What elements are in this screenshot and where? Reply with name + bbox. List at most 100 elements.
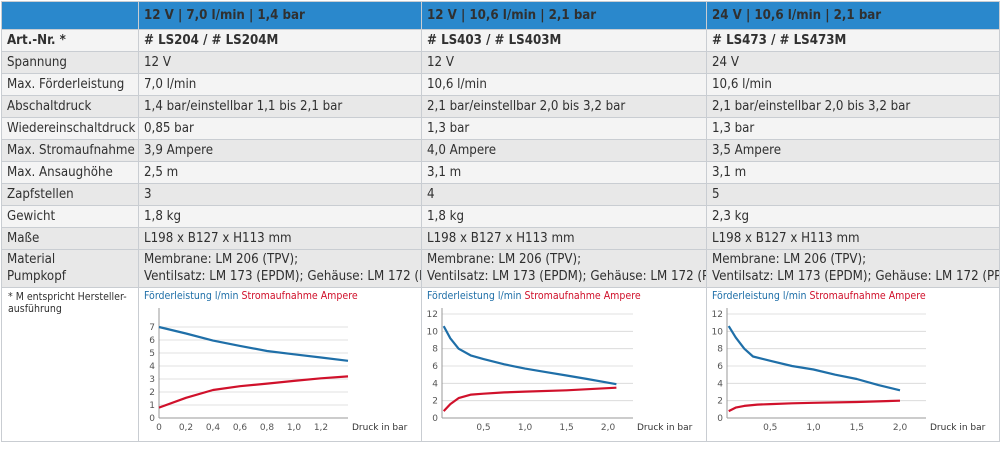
y-tick-label: 6 — [717, 362, 723, 372]
x-axis-label: Druck in bar — [930, 423, 986, 433]
x-tick-label: 0,5 — [476, 423, 490, 433]
chart-2: 2 4 6 8 10 12 0,5 1,0 1,5 2,0 0 Druck in bar Förderl… — [423, 289, 706, 441]
legend-flow: Förderleistung l/min — [144, 290, 239, 302]
chart-svg: 0 1 2 3 4 5 6 7 0 0,2 0,4 0,6 0,8 1,0 1,2 Druck in bar — [149, 308, 408, 433]
cell-value: # LS473 / # LS473M — [706, 29, 1000, 52]
y-tick-label: 8 — [432, 345, 438, 355]
material-line1: Membrane: LM 206 (TPV); — [144, 252, 299, 267]
series-current-line — [442, 386, 617, 412]
y-tick-label: 7 — [149, 323, 155, 333]
cell-value: 12 V — [138, 51, 422, 74]
footnote: * M entspricht Hersteller-ausführung — [8, 291, 127, 315]
header-col-3: 24 V | 10,6 l/min | 2,1 bar — [706, 1, 1000, 30]
chart-1: 0 1 2 3 4 5 6 7 0 0,2 0,4 0,6 0,8 1,0 1,2 Druck in bar F… — [140, 289, 421, 441]
chart-svg: 2 4 6 8 10 12 0,5 1,0 1,5 2,0 0 Druck in bar — [427, 308, 693, 433]
y-tick-label: 6 — [432, 362, 438, 372]
cell-value: 1,3 bar — [421, 117, 707, 140]
row-label: Maße — [1, 227, 139, 250]
cell-value: 10,6 l/min — [421, 73, 707, 96]
cell-value: 24 V — [706, 51, 1000, 74]
x-axis-label: Druck in bar — [637, 423, 693, 433]
cell-value: 4 — [421, 183, 707, 206]
x-tick-label: 1,2 — [314, 423, 328, 433]
cell-value: 10,6 l/min — [706, 73, 1000, 96]
legend-flow: Förderleistung l/min — [427, 290, 522, 302]
y-tick-label: 4 — [432, 379, 438, 389]
chart-svg: 2 4 6 8 10 12 0,5 1,0 1,5 2,0 0 Druck in bar — [712, 308, 986, 433]
cell-value: 12 V — [421, 51, 707, 74]
table-row: Zapfstellen 3 4 5 — [1, 183, 1000, 206]
material-line2: Ventilsatz: LM 173 (EPDM); Gehäuse: LM 1… — [712, 269, 1000, 284]
material-cell: Membrane: LM 206 (TPV); Ventilsatz: LM 17… — [421, 249, 707, 288]
material-line2: Ventilsatz: LM 173 (EPDM); Gehäuse: LM 1… — [427, 269, 707, 284]
cell-value: L198 x B127 x H113 mm — [706, 227, 1000, 250]
row-label: Max. Stromaufnahme — [1, 139, 139, 162]
row-label: Spannung — [1, 51, 139, 74]
x-tick-label: 1,0 — [806, 423, 821, 433]
cell-value: 4,0 Ampere — [421, 139, 707, 162]
x-tick-label: 1,0 — [287, 423, 302, 433]
series-flow-line — [442, 325, 617, 386]
x-tick-label: 0,8 — [260, 423, 275, 433]
cell-value: 3,9 Ampere — [138, 139, 422, 162]
chart-3: 2 4 6 8 10 12 0,5 1,0 1,5 2,0 0 Druck in bar Förderl… — [708, 289, 999, 441]
cell-value: 3,5 Ampere — [706, 139, 1000, 162]
table-row: Wiedereinschaltdruck 0,85 bar 1,3 bar 1,… — [1, 117, 1000, 140]
cell-value: 3 — [138, 183, 422, 206]
x-tick-label: 1,5 — [850, 423, 864, 433]
series-flow-line — [727, 325, 901, 392]
spec-table: 12 V | 7,0 l/min | 1,4 bar 12 V | 10,6 l… — [1, 1, 1000, 442]
y-tick-label: 1 — [149, 401, 155, 411]
footnote-cell: * M entspricht Hersteller-ausführung — [1, 287, 139, 442]
chart-legend: Förderleistung l/min Stromaufnahme Amper… — [144, 290, 358, 302]
series-current-line — [728, 399, 901, 413]
table-row: Gewicht 1,8 kg 1,8 kg 2,3 kg — [1, 205, 1000, 228]
table-row: Abschaltdruck 1,4 bar/einstellbar 1,1 bi… — [1, 95, 1000, 118]
chart-cell-2: 2 4 6 8 10 12 0,5 1,0 1,5 2,0 0 Druck in bar Förderl… — [421, 287, 707, 442]
row-label: Wiedereinschaltdruck — [1, 117, 139, 140]
chart-cell-1: 0 1 2 3 4 5 6 7 0 0,2 0,4 0,6 0,8 1,0 1,2 Druck in bar F… — [138, 287, 422, 442]
material-line1: Membrane: LM 206 (TPV); — [427, 252, 582, 267]
x-tick-label: 2,0 — [601, 423, 616, 433]
y-tick-label: 5 — [149, 349, 155, 359]
y-tick-label: 3 — [149, 375, 155, 385]
table-row: Spannung 12 V 12 V 24 V — [1, 51, 1000, 74]
cell-value: L198 x B127 x H113 mm — [138, 227, 422, 250]
chart-cell-3: 2 4 6 8 10 12 0,5 1,0 1,5 2,0 0 Druck in bar Förderl… — [706, 287, 1000, 442]
chart-legend: Förderleistung l/min Stromaufnahme Amper… — [427, 290, 641, 302]
header-col-1: 12 V | 7,0 l/min | 1,4 bar — [138, 1, 422, 30]
cell-value: 2,3 kg — [706, 205, 1000, 228]
cell-value: 5 — [706, 183, 1000, 206]
cell-value: 1,3 bar — [706, 117, 1000, 140]
table-row: Max. Förderleistung 7,0 l/min 10,6 l/min… — [1, 73, 1000, 96]
y-tick-label: 2 — [432, 397, 438, 407]
x-tick-label: 0,4 — [206, 423, 221, 433]
y-tick-label: 4 — [717, 379, 723, 389]
x-tick-label: 1,0 — [518, 423, 533, 433]
x-tick-label: 2,0 — [893, 423, 908, 433]
material-line2: Ventilsatz: LM 173 (EPDM); Gehäuse: LM 1… — [144, 269, 422, 284]
cell-value: 1,8 kg — [138, 205, 422, 228]
chart-legend: Förderleistung l/min Stromaufnahme Amper… — [712, 290, 926, 302]
header-empty-cell — [1, 1, 139, 30]
cell-value: 0,85 bar — [138, 117, 422, 140]
cell-value: 2,1 bar/einstellbar 2,0 bis 3,2 bar — [706, 95, 1000, 118]
row-label: Zapfstellen — [1, 183, 139, 206]
cell-value: 1,8 kg — [421, 205, 707, 228]
x-tick-label: 0,6 — [233, 423, 248, 433]
row-label: Gewicht — [1, 205, 139, 228]
y-tick-label: 10 — [427, 327, 439, 337]
cell-value: L198 x B127 x H113 mm — [421, 227, 707, 250]
table-row: Max. Stromaufnahme 3,9 Ampere 4,0 Ampere… — [1, 139, 1000, 162]
cell-value: 3,1 m — [706, 161, 1000, 184]
legend-current: Stromaufnahme Ampere — [521, 290, 641, 302]
cell-value: 3,1 m — [421, 161, 707, 184]
cell-value: 2,1 bar/einstellbar 2,0 bis 3,2 bar — [421, 95, 707, 118]
y-tick-label: 6 — [149, 336, 155, 346]
series-current-line — [158, 375, 349, 409]
material-label: Material Pumpkopf — [1, 249, 139, 288]
legend-current: Stromaufnahme Ampere — [806, 290, 926, 302]
row-label: Max. Ansaughöhe — [1, 161, 139, 184]
x-tick-label: 0,5 — [763, 423, 777, 433]
cell-value: 1,4 bar/einstellbar 1,1 bis 2,1 bar — [138, 95, 422, 118]
